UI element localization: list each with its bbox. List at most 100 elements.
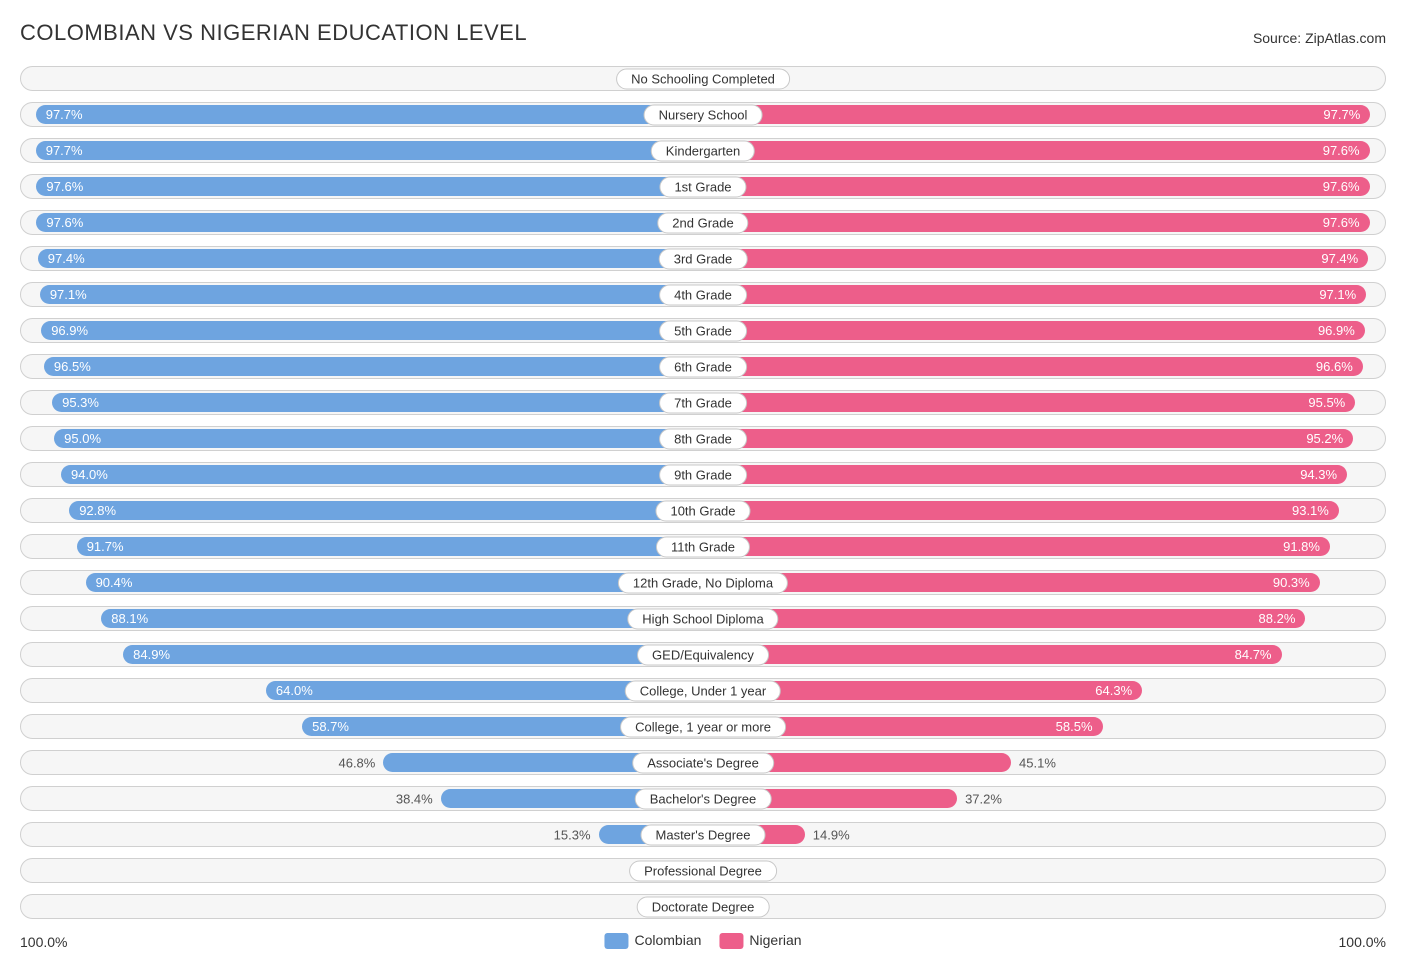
row-category-pill: 3rd Grade xyxy=(659,248,748,269)
bar-right: 95.5% xyxy=(703,393,1355,412)
bar-left: 94.0% xyxy=(61,465,703,484)
row-category-pill: 8th Grade xyxy=(659,428,747,449)
bar-right: 97.1% xyxy=(703,285,1366,304)
bar-left: 84.9% xyxy=(123,645,703,664)
bar-left: 90.4% xyxy=(86,573,703,592)
bar-value-right: 93.1% xyxy=(1282,503,1339,518)
row-category-pill: 1st Grade xyxy=(659,176,746,197)
row-category-pill: College, 1 year or more xyxy=(620,716,786,737)
bar-value-left: 58.7% xyxy=(302,719,359,734)
chart-row: 58.7%58.5%College, 1 year or more xyxy=(20,714,1386,739)
bar-value-left: 38.4% xyxy=(396,791,441,806)
chart-source: Source: ZipAtlas.com xyxy=(1253,30,1386,46)
row-half-left: 96.9% xyxy=(20,318,703,343)
bar-value-right: 14.9% xyxy=(805,827,850,842)
bar-right: 95.2% xyxy=(703,429,1353,448)
bar-left: 91.7% xyxy=(77,537,703,556)
row-category-pill: Associate's Degree xyxy=(632,752,774,773)
row-half-left: 97.4% xyxy=(20,246,703,271)
row-category-pill: 11th Grade xyxy=(656,536,750,557)
row-category-pill: 10th Grade xyxy=(655,500,750,521)
row-category-pill: 4th Grade xyxy=(659,284,747,305)
chart-row: 4.6%4.2%Professional Degree xyxy=(20,858,1386,883)
bar-value-left: 91.7% xyxy=(77,539,134,554)
bar-value-left: 95.0% xyxy=(54,431,111,446)
bar-value-right: 97.6% xyxy=(1313,215,1370,230)
bar-value-left: 15.3% xyxy=(554,827,599,842)
bar-value-left: 46.8% xyxy=(338,755,383,770)
bar-right: 97.4% xyxy=(703,249,1368,268)
bar-value-right: 64.3% xyxy=(1085,683,1142,698)
row-half-right: 91.8% xyxy=(703,534,1386,559)
row-half-left: 97.1% xyxy=(20,282,703,307)
row-half-left: 96.5% xyxy=(20,354,703,379)
bar-value-left: 92.8% xyxy=(69,503,126,518)
row-category-pill: GED/Equivalency xyxy=(637,644,769,665)
legend-label-left: Colombian xyxy=(634,932,701,948)
chart-row: 46.8% 45.1% Associate's Degree xyxy=(20,750,1386,775)
bar-left: 97.1% xyxy=(40,285,703,304)
bar-value-left: 94.0% xyxy=(61,467,118,482)
row-half-right: 14.9% xyxy=(703,822,1386,847)
bar-value-left: 97.7% xyxy=(36,143,93,158)
row-category-pill: 2nd Grade xyxy=(657,212,748,233)
row-half-left: 1.7% xyxy=(20,894,703,919)
bar-left: 92.8% xyxy=(69,501,703,520)
bar-value-right: 96.9% xyxy=(1308,323,1365,338)
chart-row: 96.9%96.9%5th Grade xyxy=(20,318,1386,343)
bar-right: 88.2% xyxy=(703,609,1305,628)
row-half-left: 38.4% xyxy=(20,786,703,811)
row-half-left: 95.3% xyxy=(20,390,703,415)
row-half-left: 88.1% xyxy=(20,606,703,631)
bar-right: 97.7% xyxy=(703,105,1370,124)
row-half-left: 94.0% xyxy=(20,462,703,487)
chart-row: 97.7%97.6%Kindergarten xyxy=(20,138,1386,163)
row-half-right: 97.6% xyxy=(703,174,1386,199)
bar-left: 97.6% xyxy=(36,213,703,232)
bar-value-right: 97.1% xyxy=(1309,287,1366,302)
row-half-right: 97.6% xyxy=(703,210,1386,235)
row-half-right: 96.9% xyxy=(703,318,1386,343)
row-half-right: 37.2% xyxy=(703,786,1386,811)
row-half-left: 46.8% xyxy=(20,750,703,775)
bar-value-right: 97.4% xyxy=(1311,251,1368,266)
bar-right: 90.3% xyxy=(703,573,1320,592)
row-category-pill: No Schooling Completed xyxy=(616,68,790,89)
row-half-right: 97.4% xyxy=(703,246,1386,271)
bar-left: 96.5% xyxy=(44,357,703,376)
bar-value-right: 95.5% xyxy=(1298,395,1355,410)
row-category-pill: College, Under 1 year xyxy=(625,680,781,701)
chart-row: 90.4%90.3%12th Grade, No Diploma xyxy=(20,570,1386,595)
bar-value-right: 84.7% xyxy=(1225,647,1282,662)
row-half-left: 4.6% xyxy=(20,858,703,883)
bar-value-right: 45.1% xyxy=(1011,755,1056,770)
chart-row: 15.3%14.9%Master's Degree xyxy=(20,822,1386,847)
row-half-left: 91.7% xyxy=(20,534,703,559)
bar-value-right: 88.2% xyxy=(1249,611,1306,626)
chart-row: 95.0% 95.2%8th Grade xyxy=(20,426,1386,451)
chart-legend: Colombian Nigerian xyxy=(604,932,801,949)
chart-row: 2.3%2.3%No Schooling Completed xyxy=(20,66,1386,91)
chart-row: 97.1%97.1%4th Grade xyxy=(20,282,1386,307)
bar-right: 94.3% xyxy=(703,465,1347,484)
chart-row: 91.7% 91.8%11th Grade xyxy=(20,534,1386,559)
row-half-right: 97.1% xyxy=(703,282,1386,307)
axis-right-label: 100.0% xyxy=(1339,934,1386,950)
bar-value-right: 90.3% xyxy=(1263,575,1320,590)
bar-value-right: 97.6% xyxy=(1313,179,1370,194)
bar-left: 97.7% xyxy=(36,141,703,160)
row-half-right: 96.6% xyxy=(703,354,1386,379)
chart-rows: 2.3%2.3%No Schooling Completed97.7%97.7%… xyxy=(20,66,1386,919)
bar-left: 97.4% xyxy=(38,249,703,268)
chart-row: 97.6%97.6%1st Grade xyxy=(20,174,1386,199)
row-category-pill: Bachelor's Degree xyxy=(635,788,772,809)
bar-right: 97.6% xyxy=(703,213,1370,232)
legend-swatch-right xyxy=(719,933,743,949)
row-half-left: 97.7% xyxy=(20,102,703,127)
bar-value-right: 37.2% xyxy=(957,791,1002,806)
row-category-pill: High School Diploma xyxy=(627,608,778,629)
bar-value-right: 97.7% xyxy=(1313,107,1370,122)
row-half-right: 90.3% xyxy=(703,570,1386,595)
legend-item-right: Nigerian xyxy=(719,932,801,949)
row-half-right: 4.2% xyxy=(703,858,1386,883)
